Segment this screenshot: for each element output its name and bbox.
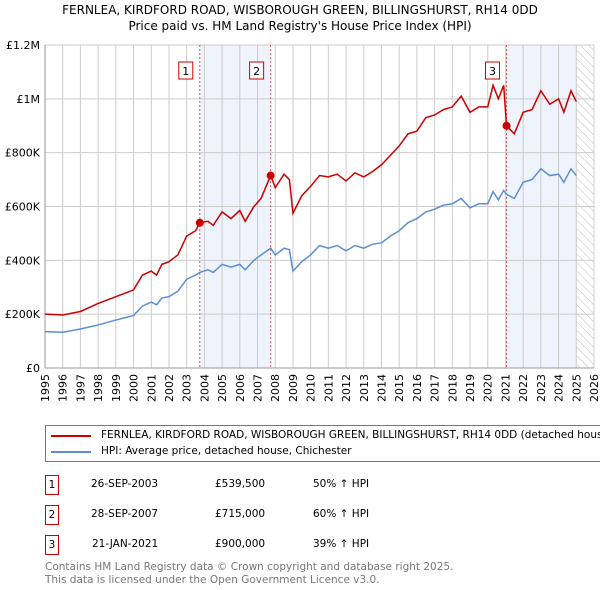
sale-date: 21-JAN-2021 — [92, 538, 159, 550]
x-tick-label: 2014 — [375, 374, 388, 402]
x-tick-label: 2004 — [198, 374, 211, 402]
x-tick-label: 2025 — [570, 374, 583, 402]
x-tick-label: 2006 — [234, 374, 247, 402]
sale-label: 1 — [182, 65, 189, 78]
legend-blue-line — [51, 450, 91, 453]
y-tick-label: £0 — [26, 362, 40, 375]
y-tick-label: £1M — [17, 93, 41, 106]
sale-badge: 3 — [45, 535, 59, 555]
sale-label: 3 — [489, 65, 496, 78]
legend: FERNLEA, KIRDFORD ROAD, WISBOROUGH GREEN… — [45, 425, 600, 462]
x-tick-label: 1995 — [39, 374, 52, 402]
sale-date: 28-SEP-2007 — [91, 508, 159, 520]
series-line — [44, 82, 577, 316]
sale-hpi: 39% ↑ HPI — [313, 538, 370, 550]
x-tick-label: 2026 — [588, 374, 600, 402]
x-tick-label: 2012 — [340, 374, 353, 402]
x-tick-label: 2009 — [287, 374, 300, 402]
sale-date: 26-SEP-2003 — [91, 478, 159, 490]
x-tick-label: 2003 — [181, 374, 194, 402]
x-tick-label: 2000 — [128, 374, 141, 402]
x-tick-label: 1999 — [110, 374, 123, 402]
sale-label-box — [178, 61, 194, 80]
x-tick-label: 1996 — [57, 374, 70, 402]
sale-badge: 2 — [45, 505, 59, 525]
legend-red-label: FERNLEA, KIRDFORD ROAD, WISBOROUGH GREEN… — [101, 429, 600, 441]
x-tick-label: 2013 — [358, 374, 371, 402]
x-tick-label: 1997 — [74, 374, 87, 402]
legend-red-line — [51, 434, 91, 437]
x-tick-label: 2008 — [269, 374, 282, 402]
sale-point — [266, 171, 275, 180]
x-tick-label: 2018 — [446, 374, 459, 402]
x-tick-label: 2017 — [429, 374, 442, 402]
x-tick-label: 2022 — [517, 374, 530, 402]
x-tick-label: 2011 — [322, 374, 335, 402]
sale-badge: 1 — [45, 475, 59, 495]
chart-title: FERNLEA, KIRDFORD ROAD, WISBOROUGH GREEN… — [62, 3, 538, 17]
x-tick-label: 2002 — [163, 374, 176, 402]
x-tick-label: 2005 — [216, 374, 229, 402]
y-tick-label: £800K — [5, 147, 41, 160]
x-tick-label: 2010 — [305, 374, 318, 402]
footer-line: This data is licensed under the Open Gov… — [45, 574, 380, 586]
x-tick-label: 2015 — [393, 374, 406, 402]
sale-hpi: 60% ↑ HPI — [313, 508, 370, 520]
plot-area: 1995 1996 1997 1998 1999 2000 2001 2002 2003 2004… — [5, 39, 600, 402]
y-tick-label: £200K — [5, 308, 41, 321]
sale-point — [502, 121, 511, 130]
x-tick-label: 2007 — [252, 374, 265, 402]
sale-hpi: 50% ↑ HPI — [313, 478, 370, 490]
x-tick-label: 1998 — [92, 374, 105, 402]
sale-price: £715,000 — [215, 508, 266, 520]
sale-label-box — [249, 61, 265, 80]
series-line — [44, 167, 577, 333]
sale-label: 2 — [253, 65, 260, 78]
footer-line: Contains HM Land Registry data © Crown c… — [45, 561, 454, 573]
x-tick-label: 2016 — [411, 374, 424, 402]
y-tick-label: £600K — [5, 201, 41, 214]
x-tick-label: 2001 — [145, 374, 158, 402]
x-tick-label: 2020 — [482, 374, 495, 402]
sale-price: £900,000 — [215, 538, 266, 550]
y-tick-label: £1.2M — [6, 39, 40, 52]
legend-blue-label: HPI: Average price, detached house, Chic… — [101, 445, 352, 457]
x-tick-label: 2021 — [499, 374, 512, 402]
chart-subtitle: Price paid vs. HM Land Registry's House … — [128, 19, 472, 33]
footer: Contains HM Land Registry data © Crown c… — [45, 561, 453, 587]
sale-price: £539,500 — [215, 478, 266, 490]
sale-label-box — [485, 61, 501, 80]
y-tick-label: £400K — [5, 254, 41, 267]
x-tick-label: 2024 — [553, 374, 566, 402]
sale-point — [195, 218, 204, 227]
x-tick-label: 2019 — [464, 374, 477, 402]
x-tick-label: 2023 — [535, 374, 548, 402]
